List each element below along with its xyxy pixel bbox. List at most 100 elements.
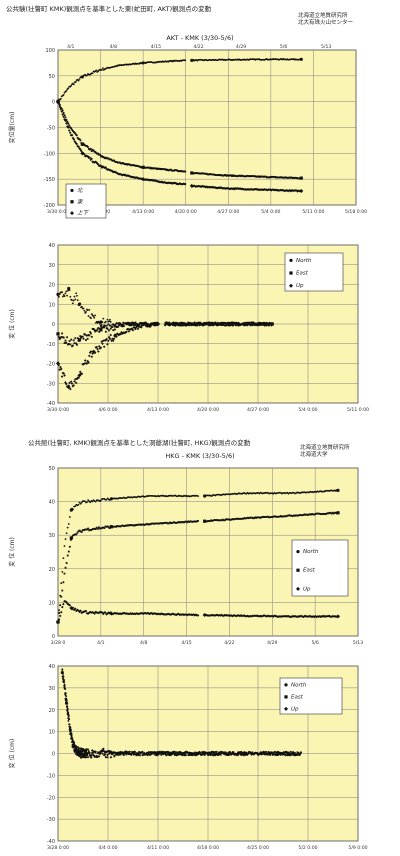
y-axis-label: 変 位 (cm): [8, 309, 16, 339]
data-point: [59, 367, 63, 371]
data-point: [105, 525, 108, 528]
data-point: [324, 513, 326, 515]
data-point: [65, 697, 68, 700]
data-point: [211, 613, 215, 617]
data-point: [113, 159, 116, 162]
data-point: [67, 712, 70, 714]
data-point: [234, 174, 237, 177]
data-point: [93, 328, 96, 331]
data-point: [151, 522, 154, 525]
data-point: [77, 138, 80, 140]
data-point: [295, 514, 297, 517]
data-point: [269, 516, 272, 519]
data-point: [136, 165, 139, 167]
data-point: [136, 323, 139, 325]
data-point: [183, 182, 187, 186]
data-point: [81, 749, 85, 752]
data-point: [294, 176, 297, 179]
data-point: [153, 323, 156, 327]
data-point: [243, 751, 246, 754]
data-point: [71, 128, 73, 131]
data-point: [90, 332, 92, 335]
data-point: [96, 163, 100, 166]
data-point: [85, 362, 89, 365]
data-point: [153, 167, 156, 170]
data-point: [128, 174, 132, 178]
data-point: [62, 295, 64, 298]
data-point: [213, 519, 216, 521]
series-marker: [113, 333, 118, 338]
data-point: [100, 323, 103, 326]
data-point: [173, 754, 176, 756]
data-point: [140, 524, 142, 526]
data-point: [62, 336, 65, 339]
data-point: [173, 750, 177, 754]
data-point: [195, 172, 198, 174]
series-marker: [80, 75, 84, 79]
data-point: [220, 519, 223, 522]
data-point: [274, 614, 277, 618]
data-point: [58, 105, 62, 108]
data-point: [192, 172, 195, 175]
data-point: [75, 142, 79, 146]
data-point: [104, 156, 107, 159]
data-point: [200, 322, 203, 326]
data-point: [236, 753, 240, 757]
data-point: [113, 525, 115, 528]
chart-title: HKG - KMK (3/30-5/6): [165, 452, 234, 460]
data-point: [72, 130, 74, 132]
data-point: [140, 751, 143, 754]
data-point: [181, 753, 184, 757]
data-point: [298, 514, 301, 516]
data-point: [293, 753, 295, 755]
data-point: [64, 692, 67, 695]
y-tick-label: 0: [52, 100, 55, 106]
data-point: [231, 518, 234, 520]
data-point: [65, 89, 68, 92]
data-point: [137, 325, 141, 328]
data-point: [235, 614, 239, 618]
data-point: [133, 750, 137, 753]
series-marker: [60, 670, 64, 675]
data-point: [83, 309, 86, 312]
data-point: [184, 170, 187, 173]
top-tick-label: 5/6: [280, 44, 287, 50]
data-point: [79, 335, 82, 338]
data-point: [262, 322, 266, 326]
data-point: [250, 753, 253, 756]
data-point: [90, 317, 92, 320]
data-point: [65, 341, 68, 344]
data-point: [73, 380, 76, 383]
data-point: [133, 164, 136, 167]
data-point: [79, 148, 82, 151]
data-point: [204, 172, 207, 175]
data-point: [283, 176, 286, 179]
data-point: [74, 298, 77, 301]
data-point: [69, 126, 72, 129]
data-point: [198, 750, 201, 754]
data-point: [80, 753, 84, 757]
data-point: [90, 335, 93, 338]
data-point: [275, 515, 278, 518]
data-point: [201, 184, 205, 188]
data-point: [103, 754, 106, 757]
data-point: [86, 309, 89, 312]
data-point: [57, 618, 61, 621]
data-point: [266, 323, 270, 326]
data-point: [153, 612, 157, 615]
data-point: [81, 748, 84, 751]
data-point: [149, 523, 152, 526]
data-point: [164, 753, 168, 757]
data-point: [109, 320, 112, 323]
data-point: [232, 174, 234, 177]
data-point: [127, 752, 131, 756]
data-point: [245, 175, 247, 178]
data-point: [228, 518, 231, 521]
data-point: [64, 382, 68, 386]
data-point: [106, 525, 109, 528]
legend-marker: [296, 586, 300, 591]
data-point: [254, 614, 258, 618]
data-point: [238, 614, 242, 618]
data-point: [105, 337, 108, 341]
y-tick-label: 40: [49, 664, 55, 670]
